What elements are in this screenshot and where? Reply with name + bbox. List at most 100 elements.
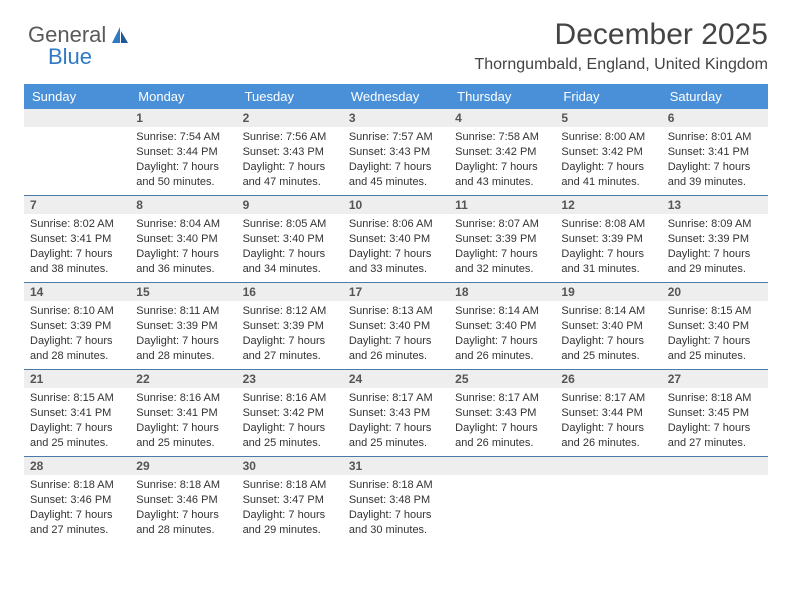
day-number: 29 — [130, 457, 236, 475]
sunset-text: Sunset: 3:42 PM — [561, 145, 655, 160]
sunrise-text: Sunrise: 8:02 AM — [30, 217, 124, 232]
sunrise-text: Sunrise: 8:09 AM — [668, 217, 762, 232]
daylight-text-1: Daylight: 7 hours — [243, 247, 337, 262]
sunrise-text: Sunrise: 8:05 AM — [243, 217, 337, 232]
daylight-text-1: Daylight: 7 hours — [349, 247, 443, 262]
day-number — [555, 457, 661, 475]
daylight-text-2: and 26 minutes. — [455, 349, 549, 364]
day-cell: 20Sunrise: 8:15 AMSunset: 3:40 PMDayligh… — [662, 283, 768, 369]
day-number: 4 — [449, 109, 555, 127]
dayname-friday: Friday — [555, 84, 661, 109]
daylight-text-2: and 27 minutes. — [30, 523, 124, 538]
sunset-text: Sunset: 3:48 PM — [349, 493, 443, 508]
sunrise-text: Sunrise: 8:12 AM — [243, 304, 337, 319]
day-details: Sunrise: 8:02 AMSunset: 3:41 PMDaylight:… — [24, 214, 130, 280]
day-cell: 18Sunrise: 8:14 AMSunset: 3:40 PMDayligh… — [449, 283, 555, 369]
daylight-text-2: and 47 minutes. — [243, 175, 337, 190]
sunrise-text: Sunrise: 8:17 AM — [349, 391, 443, 406]
daylight-text-2: and 28 minutes. — [136, 349, 230, 364]
daylight-text-2: and 25 minutes. — [30, 436, 124, 451]
daylight-text-1: Daylight: 7 hours — [561, 421, 655, 436]
day-number: 1 — [130, 109, 236, 127]
day-cell — [449, 457, 555, 543]
day-details: Sunrise: 8:17 AMSunset: 3:43 PMDaylight:… — [449, 388, 555, 454]
sunrise-text: Sunrise: 8:06 AM — [349, 217, 443, 232]
daylight-text-2: and 50 minutes. — [136, 175, 230, 190]
sunset-text: Sunset: 3:39 PM — [136, 319, 230, 334]
day-cell: 14Sunrise: 8:10 AMSunset: 3:39 PMDayligh… — [24, 283, 130, 369]
calendar: Sunday Monday Tuesday Wednesday Thursday… — [24, 84, 768, 543]
sunset-text: Sunset: 3:46 PM — [30, 493, 124, 508]
day-number: 14 — [24, 283, 130, 301]
sunset-text: Sunset: 3:43 PM — [349, 406, 443, 421]
daylight-text-1: Daylight: 7 hours — [30, 421, 124, 436]
day-number: 23 — [237, 370, 343, 388]
sunrise-text: Sunrise: 8:04 AM — [136, 217, 230, 232]
day-cell: 19Sunrise: 8:14 AMSunset: 3:40 PMDayligh… — [555, 283, 661, 369]
day-details: Sunrise: 8:18 AMSunset: 3:47 PMDaylight:… — [237, 475, 343, 541]
sunrise-text: Sunrise: 8:18 AM — [349, 478, 443, 493]
daylight-text-2: and 33 minutes. — [349, 262, 443, 277]
daylight-text-1: Daylight: 7 hours — [349, 160, 443, 175]
day-number: 2 — [237, 109, 343, 127]
day-cell — [555, 457, 661, 543]
day-cell: 26Sunrise: 8:17 AMSunset: 3:44 PMDayligh… — [555, 370, 661, 456]
sunset-text: Sunset: 3:39 PM — [668, 232, 762, 247]
day-details: Sunrise: 8:12 AMSunset: 3:39 PMDaylight:… — [237, 301, 343, 367]
sunset-text: Sunset: 3:41 PM — [136, 406, 230, 421]
daylight-text-2: and 31 minutes. — [561, 262, 655, 277]
day-details: Sunrise: 8:18 AMSunset: 3:46 PMDaylight:… — [24, 475, 130, 541]
day-number: 27 — [662, 370, 768, 388]
sunrise-text: Sunrise: 8:17 AM — [561, 391, 655, 406]
day-cell: 23Sunrise: 8:16 AMSunset: 3:42 PMDayligh… — [237, 370, 343, 456]
daylight-text-2: and 32 minutes. — [455, 262, 549, 277]
sunset-text: Sunset: 3:42 PM — [455, 145, 549, 160]
sunset-text: Sunset: 3:44 PM — [136, 145, 230, 160]
sunset-text: Sunset: 3:40 PM — [349, 232, 443, 247]
logo-text-blue: Blue — [48, 44, 92, 69]
daylight-text-1: Daylight: 7 hours — [136, 334, 230, 349]
day-cell: 9Sunrise: 8:05 AMSunset: 3:40 PMDaylight… — [237, 196, 343, 282]
sunrise-text: Sunrise: 8:08 AM — [561, 217, 655, 232]
sunset-text: Sunset: 3:42 PM — [243, 406, 337, 421]
week-row: 14Sunrise: 8:10 AMSunset: 3:39 PMDayligh… — [24, 283, 768, 370]
day-cell: 8Sunrise: 8:04 AMSunset: 3:40 PMDaylight… — [130, 196, 236, 282]
day-number: 26 — [555, 370, 661, 388]
daylight-text-1: Daylight: 7 hours — [136, 421, 230, 436]
day-details: Sunrise: 8:11 AMSunset: 3:39 PMDaylight:… — [130, 301, 236, 367]
day-cell: 7Sunrise: 8:02 AMSunset: 3:41 PMDaylight… — [24, 196, 130, 282]
sunrise-text: Sunrise: 8:11 AM — [136, 304, 230, 319]
sunset-text: Sunset: 3:39 PM — [30, 319, 124, 334]
day-details: Sunrise: 8:18 AMSunset: 3:46 PMDaylight:… — [130, 475, 236, 541]
week-row: 28Sunrise: 8:18 AMSunset: 3:46 PMDayligh… — [24, 457, 768, 543]
day-number: 17 — [343, 283, 449, 301]
header: December 2025 Thorngumbald, England, Uni… — [24, 18, 768, 74]
logo: General Blue — [28, 22, 130, 48]
daylight-text-1: Daylight: 7 hours — [136, 247, 230, 262]
daylight-text-2: and 30 minutes. — [349, 523, 443, 538]
daylight-text-1: Daylight: 7 hours — [243, 508, 337, 523]
location-text: Thorngumbald, England, United Kingdom — [24, 56, 768, 74]
sunrise-text: Sunrise: 8:18 AM — [30, 478, 124, 493]
daylight-text-2: and 26 minutes. — [561, 436, 655, 451]
day-details: Sunrise: 8:01 AMSunset: 3:41 PMDaylight:… — [662, 127, 768, 193]
daylight-text-1: Daylight: 7 hours — [561, 334, 655, 349]
sunrise-text: Sunrise: 8:00 AM — [561, 130, 655, 145]
day-details: Sunrise: 7:58 AMSunset: 3:42 PMDaylight:… — [449, 127, 555, 193]
sunrise-text: Sunrise: 7:56 AM — [243, 130, 337, 145]
sunrise-text: Sunrise: 7:54 AM — [136, 130, 230, 145]
daylight-text-2: and 36 minutes. — [136, 262, 230, 277]
day-number: 22 — [130, 370, 236, 388]
day-number: 3 — [343, 109, 449, 127]
month-title: December 2025 — [24, 18, 768, 52]
daylight-text-1: Daylight: 7 hours — [136, 508, 230, 523]
daylight-text-2: and 28 minutes. — [136, 523, 230, 538]
day-number: 5 — [555, 109, 661, 127]
daylight-text-1: Daylight: 7 hours — [243, 334, 337, 349]
daylight-text-2: and 26 minutes. — [349, 349, 443, 364]
sunrise-text: Sunrise: 8:18 AM — [243, 478, 337, 493]
sunset-text: Sunset: 3:43 PM — [243, 145, 337, 160]
day-cell: 1Sunrise: 7:54 AMSunset: 3:44 PMDaylight… — [130, 109, 236, 195]
day-cell — [24, 109, 130, 195]
daylight-text-2: and 27 minutes. — [668, 436, 762, 451]
